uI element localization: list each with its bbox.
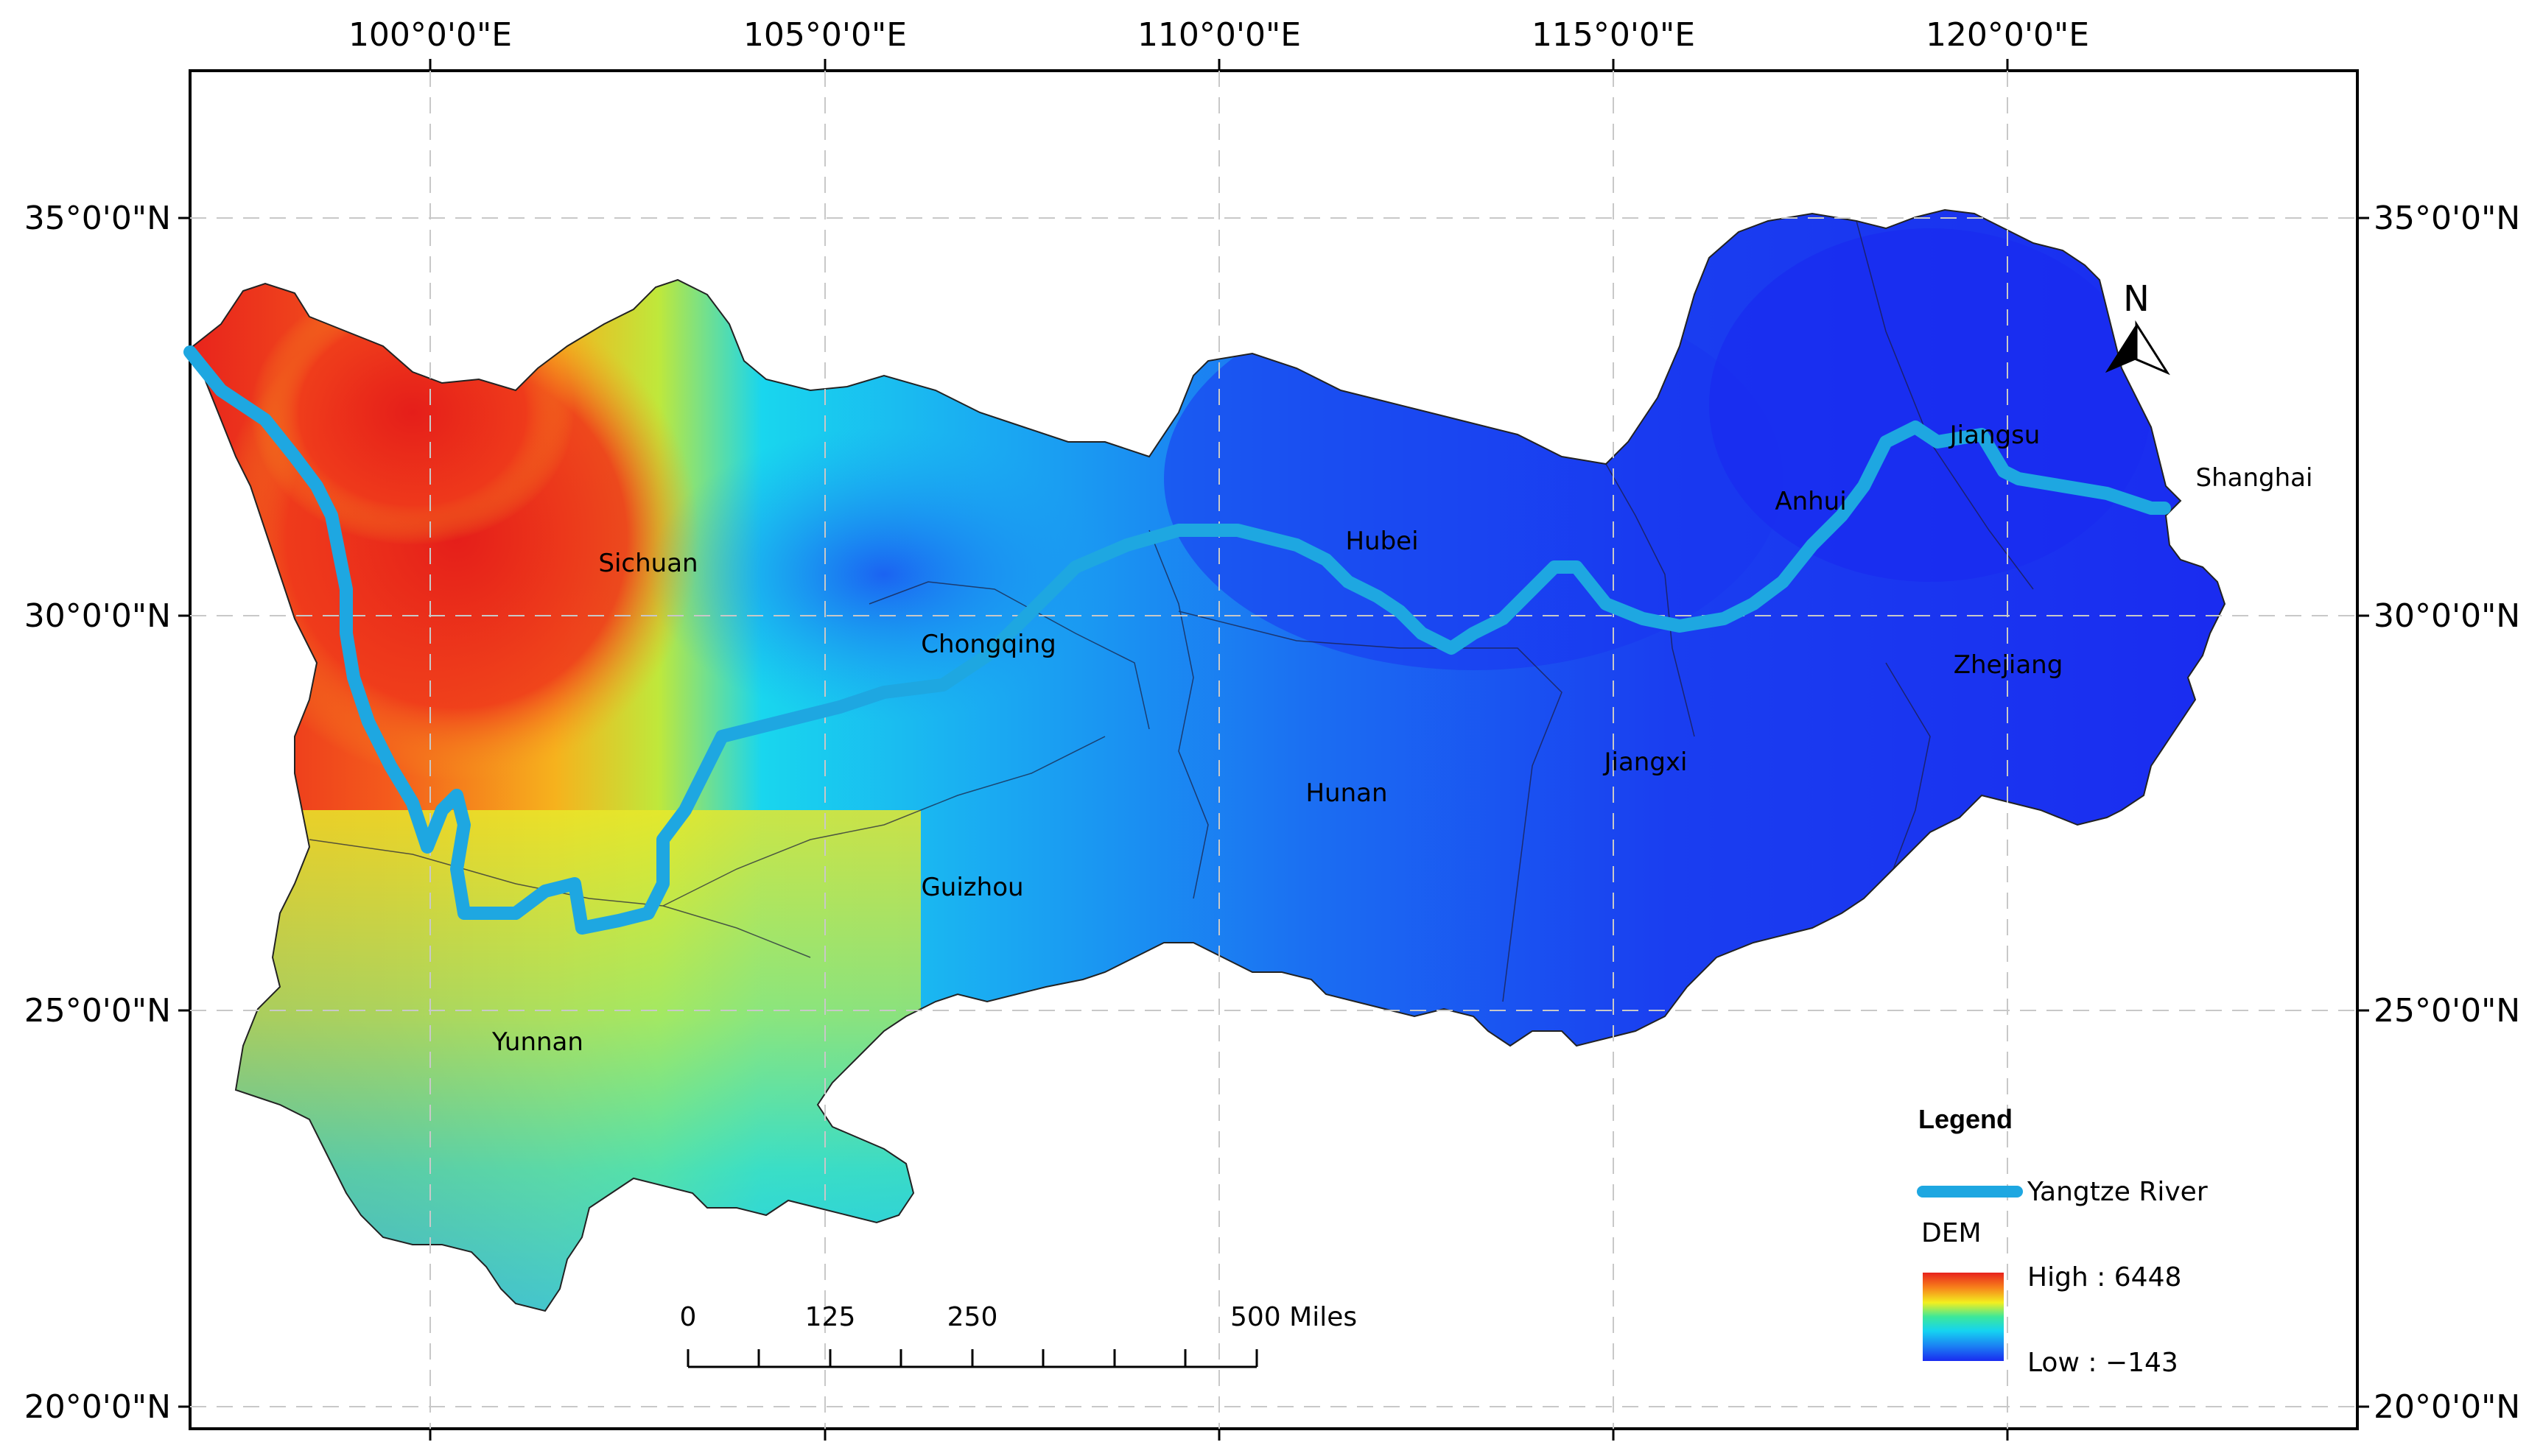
province-label-sichuan: Sichuan — [598, 549, 698, 578]
lat-label-left-25: 25°0'0"N — [24, 992, 171, 1030]
north-arrow-icon: N — [2105, 278, 2170, 376]
lat-label-right-25: 25°0'0"N — [2374, 992, 2520, 1030]
lat-label-left-30: 30°0'0"N — [24, 597, 171, 635]
legend: Legend Yangtze River DEM High : 6448 Low… — [1917, 1104, 2208, 1378]
scale-tick-0: 0 — [680, 1302, 697, 1332]
scale-tick-125: 125 — [805, 1302, 856, 1332]
province-label-jiangxi: Jiangxi — [1602, 748, 1687, 777]
lat-label-right-20: 20°0'0"N — [2374, 1388, 2520, 1426]
lon-label-115: 115°0'0"E — [1532, 16, 1695, 54]
lon-label-120: 120°0'0"E — [1926, 16, 2089, 54]
province-boundaries — [309, 220, 2034, 1002]
province-label-hunan: Hunan — [1305, 778, 1387, 808]
province-label-yunnan: Yunnan — [491, 1027, 583, 1057]
graticule — [190, 71, 2357, 1429]
north-arrow-label: N — [2123, 278, 2150, 320]
lon-label-105: 105°0'0"E — [743, 16, 907, 54]
province-label-chongqing: Chongqing — [921, 630, 1056, 659]
legend-dem-low: Low : −143 — [2027, 1348, 2178, 1378]
province-label-jiangsu: Jiangsu — [1949, 421, 2041, 450]
legend-dem-color-ramp — [1923, 1273, 2004, 1361]
lat-label-right-35: 35°0'0"N — [2374, 200, 2520, 237]
province-label-zhejiang: Zhejiang — [1954, 650, 2063, 680]
scale-bar: 0 125 250 500 Miles — [680, 1302, 1357, 1368]
basin-outline — [192, 208, 2226, 1312]
frame-ticks — [178, 59, 2369, 1441]
lat-label-left-20: 20°0'0"N — [24, 1388, 171, 1426]
province-label-shanghai: Shanghai — [2196, 463, 2313, 493]
legend-title: Legend — [1918, 1104, 2013, 1134]
legend-river-label: Yangtze River — [2027, 1177, 2208, 1207]
scale-tick-250: 250 — [947, 1302, 998, 1332]
province-label-guizhou: Guizhou — [921, 873, 1023, 902]
yangtze-river-line — [183, 345, 2171, 935]
lon-label-110: 110°0'0"E — [1137, 16, 1301, 54]
lat-label-right-30: 30°0'0"N — [2374, 597, 2520, 635]
legend-dem-high: High : 6448 — [2027, 1262, 2181, 1293]
legend-dem-title: DEM — [1921, 1218, 1982, 1248]
province-label-anhui: Anhui — [1775, 487, 1846, 516]
lat-label-left-35: 35°0'0"N — [24, 200, 171, 237]
province-label-hubei: Hubei — [1345, 527, 1418, 556]
lon-label-100: 100°0'0"E — [348, 16, 512, 54]
scale-tick-500-miles: 500 Miles — [1230, 1302, 1357, 1332]
